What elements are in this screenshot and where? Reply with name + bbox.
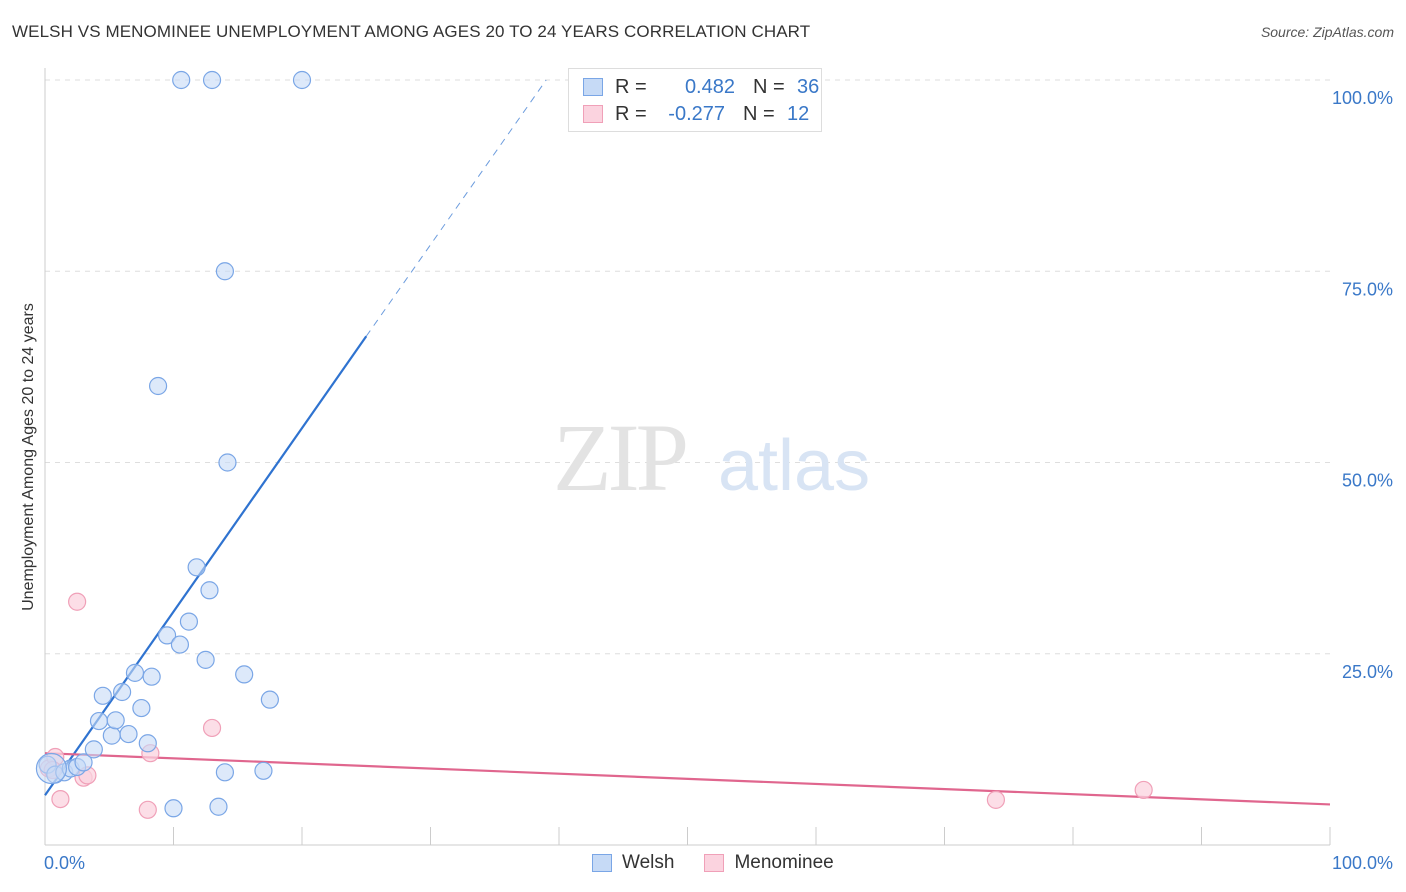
welsh-trend-extension: [365, 79, 547, 337]
welsh-legend-label: Welsh: [622, 852, 675, 873]
menominee-r-label: R =: [615, 102, 647, 125]
menominee-point: [138, 800, 157, 819]
chart-title: WELSH VS MENOMINEE UNEMPLOYMENT AMONG AG…: [12, 22, 811, 41]
y-axis-title: Unemployment Among Ages 20 to 24 years: [20, 303, 37, 611]
welsh-point: [202, 70, 222, 90]
menominee-point: [986, 790, 1006, 809]
welsh-point: [172, 70, 191, 90]
legend-row-welsh: R = 0.482 N = 36: [583, 75, 819, 99]
source-label: Source: ZipAtlas.com: [1260, 24, 1394, 40]
correlation-legend: R = 0.482 N = 36 R = -0.277 N = 12: [568, 68, 822, 132]
welsh-r-label: R =: [615, 75, 647, 98]
legend-row-menominee: R = -0.277 N = 12: [583, 102, 809, 126]
watermark-atlas: atlas: [718, 426, 870, 506]
welsh-point: [132, 698, 151, 718]
data-points: [35, 70, 1153, 819]
menominee-legend-label: Menominee: [734, 852, 834, 873]
welsh-point: [179, 612, 199, 631]
y-tick-label-3: 25.0%: [1342, 662, 1393, 682]
welsh-point: [292, 70, 312, 90]
welsh-point: [89, 711, 109, 731]
grid-lines: [45, 79, 1330, 655]
legend-item-menominee: Menominee: [704, 852, 834, 874]
welsh-point: [138, 734, 157, 753]
welsh-point: [235, 665, 254, 684]
welsh-point: [187, 558, 206, 577]
welsh-n-label: N =: [753, 75, 785, 98]
welsh-point: [142, 667, 161, 686]
welsh-point: [200, 581, 219, 600]
welsh-point: [254, 761, 273, 780]
welsh-point: [209, 797, 228, 816]
welsh-point: [119, 724, 138, 744]
welsh-point: [215, 262, 234, 281]
legend-item-welsh: Welsh: [592, 852, 674, 874]
welsh-point: [112, 682, 132, 702]
tick-labels: 100.0% 75.0% 50.0% 25.0% 0.0% 100.0%: [44, 88, 1393, 873]
x-tick-label-0: 0.0%: [44, 853, 85, 873]
x-tick-label-1: 100.0%: [1332, 853, 1393, 873]
welsh-point: [84, 740, 103, 759]
welsh-point: [148, 376, 168, 396]
menominee-point: [68, 592, 87, 611]
y-tick-label-2: 50.0%: [1342, 471, 1393, 491]
welsh-point: [164, 799, 183, 818]
welsh-point: [125, 663, 145, 682]
welsh-point: [106, 711, 125, 730]
welsh-point: [35, 752, 68, 785]
y-tick-label-0: 100.0%: [1332, 88, 1393, 108]
watermark-zip: ZIP: [553, 404, 686, 511]
menominee-legend-swatch: [704, 854, 725, 872]
welsh-point: [196, 650, 215, 669]
welsh-point: [93, 686, 112, 705]
welsh-swatch: [583, 78, 603, 96]
welsh-point: [157, 626, 177, 645]
watermark: ZIP atlas: [553, 404, 870, 511]
menominee-point: [1134, 780, 1153, 800]
y-tick-label-1: 75.0%: [1342, 279, 1393, 299]
welsh-point: [102, 726, 121, 745]
welsh-n-value: 36: [797, 75, 820, 98]
trend-lines: [44, 79, 1331, 806]
axes: [44, 68, 1331, 846]
welsh-point: [260, 690, 279, 709]
menominee-swatch: [583, 105, 603, 123]
menominee-r-value: -0.277: [668, 102, 725, 125]
welsh-legend-swatch: [592, 854, 612, 872]
menominee-n-label: N =: [743, 102, 775, 125]
menominee-point: [51, 789, 70, 809]
welsh-point: [215, 763, 234, 782]
welsh-point: [74, 753, 93, 772]
welsh-point: [170, 635, 190, 654]
series-legend: Welsh Menominee: [592, 852, 864, 874]
menominee-n-value: 12: [787, 102, 810, 125]
menominee-point: [202, 718, 222, 738]
menominee-trend-line: [44, 752, 1331, 806]
welsh-r-value: 0.482: [684, 75, 735, 98]
welsh-point: [218, 453, 237, 472]
